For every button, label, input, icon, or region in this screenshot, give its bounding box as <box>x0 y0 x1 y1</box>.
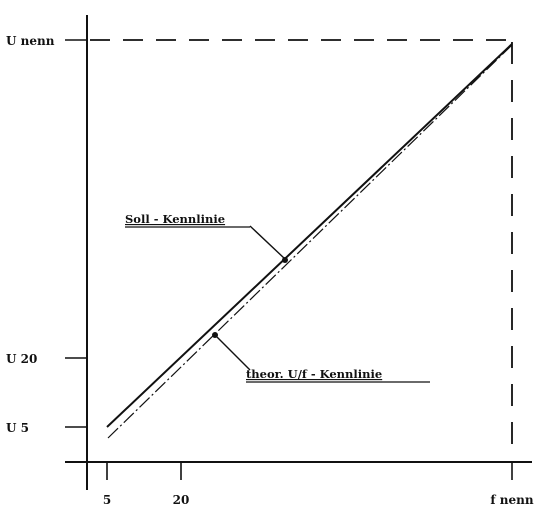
soll-leader-dot <box>282 257 288 263</box>
y-tick-label-unenn: U nenn <box>6 34 55 48</box>
x-tick-label-20: 20 <box>173 493 190 507</box>
y-tick-label-u20: U 20 <box>6 352 37 366</box>
y-tick-label-u5: U 5 <box>6 421 29 435</box>
soll-leader-line <box>249 225 286 260</box>
x-tick-label-fnenn: f nenn <box>490 493 533 507</box>
theor-kennlinie-label: theor. U/f - Kennlinie <box>246 367 382 381</box>
theor-leader-line <box>215 335 251 371</box>
series-soll-line <box>106 43 513 428</box>
theor-leader-dot <box>212 332 218 338</box>
soll-kennlinie-label: Soll - Kennlinie <box>125 212 225 226</box>
x-tick-label-5: 5 <box>103 493 111 507</box>
series-theor-uf-line <box>107 44 513 439</box>
